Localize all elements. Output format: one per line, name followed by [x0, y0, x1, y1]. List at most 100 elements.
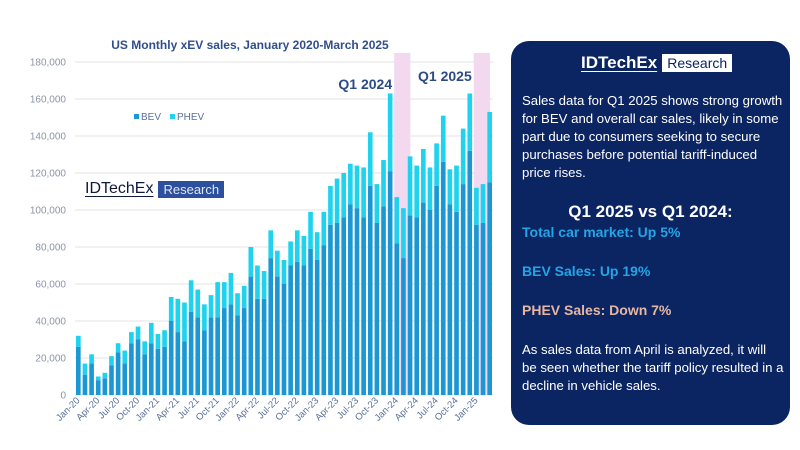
bar-bev: [168, 321, 174, 395]
bar-bev: [202, 330, 207, 395]
bar-phev: [467, 93, 473, 151]
bar-phev: [294, 230, 300, 262]
annotation-label: Q1 2024: [338, 76, 392, 92]
bar-bev: [135, 339, 141, 395]
bar-phev: [102, 372, 108, 379]
comparison-heading: Q1 2025 vs Q1 2024:: [568, 202, 733, 221]
y-tick-label: 140,000: [30, 132, 67, 143]
intro-text: Sales data for Q1 2025 shows strong grow…: [522, 93, 783, 180]
bar-phev: [142, 341, 147, 355]
bar-bev: [215, 317, 220, 395]
bar-phev: [129, 332, 134, 344]
bar-bev: [115, 352, 121, 395]
y-tick-label: 40,000: [35, 317, 66, 328]
bar-bev: [294, 261, 300, 395]
bar-bev: [341, 217, 347, 395]
bar-phev: [328, 185, 333, 225]
bar-bev: [275, 276, 280, 395]
bar-bev: [175, 332, 181, 395]
bar-bev: [195, 317, 201, 395]
annotation-label: Q1 2025: [418, 68, 472, 84]
bar-phev: [334, 178, 340, 223]
bar-bev: [182, 341, 187, 395]
bar-bev: [348, 204, 353, 395]
bar-phev: [82, 363, 88, 375]
bar-bev: [301, 265, 307, 395]
bar-phev: [115, 343, 121, 353]
xev-sales-chart: US Monthly xEV sales, January 2020-March…: [30, 38, 493, 424]
bar-bev: [440, 161, 446, 395]
bar-phev: [148, 322, 154, 344]
total-market-stat: Total car market: Up 5%: [522, 224, 681, 240]
bar-phev: [454, 165, 459, 212]
bar-phev: [394, 197, 400, 244]
bar-phev: [261, 271, 267, 299]
bar-bev: [89, 363, 94, 395]
y-tick-label: 180,000: [30, 58, 67, 69]
bar-phev: [188, 280, 194, 312]
bar-bev: [328, 224, 333, 395]
bar-phev: [155, 333, 161, 349]
bar-bev: [122, 363, 128, 395]
bar-bev: [361, 217, 366, 395]
bar-bev: [427, 210, 433, 395]
bar-bev: [374, 222, 380, 395]
bar-bev: [434, 185, 439, 395]
outro-text: As sales data from April is analyzed, it…: [522, 342, 784, 393]
bar-phev: [175, 298, 181, 333]
bar-phev: [241, 285, 247, 309]
bar-bev: [208, 317, 214, 395]
bar-phev: [195, 289, 201, 318]
bar-phev: [381, 160, 386, 207]
bar-bev: [155, 348, 161, 395]
legend-swatch: [170, 114, 175, 119]
bar-phev: [354, 165, 360, 209]
bar-phev: [255, 265, 260, 299]
bar-phev: [288, 241, 293, 266]
bar-bev: [75, 346, 81, 395]
bar-phev: [474, 187, 479, 225]
y-tick-label: 60,000: [35, 280, 66, 291]
bar-bev: [235, 315, 240, 395]
logo-tag: Research: [158, 180, 225, 198]
bar-bev: [447, 204, 453, 395]
bar-bev: [228, 304, 234, 395]
bar-phev: [321, 211, 327, 246]
y-tick-label: 120,000: [30, 169, 67, 180]
logo-brand: IDTechEx: [85, 180, 154, 197]
chart-title: US Monthly xEV sales, January 2020-March…: [111, 38, 389, 52]
bar-bev: [421, 202, 426, 395]
y-tick-label: 80,000: [35, 243, 66, 254]
bar-phev: [75, 335, 81, 347]
bar-phev: [281, 259, 287, 284]
bar-bev: [221, 308, 227, 395]
bar-phev: [122, 350, 128, 364]
bar-bev: [255, 298, 260, 395]
legend-label: BEV: [141, 112, 161, 123]
bar-phev: [275, 250, 280, 277]
y-tick-label: 160,000: [30, 95, 67, 106]
bar-bev: [162, 346, 167, 395]
bar-phev: [401, 208, 406, 259]
bar-bev: [367, 185, 373, 395]
phev-stat: PHEV Sales: Down 7%: [522, 302, 672, 318]
bar-bev: [248, 276, 254, 395]
bar-bev: [407, 215, 413, 395]
bar-phev: [440, 115, 446, 162]
bar-phev: [348, 163, 353, 205]
bar-bev: [281, 284, 287, 395]
bar-phev: [374, 184, 380, 223]
bar-bev: [467, 150, 473, 395]
bar-phev: [387, 93, 393, 172]
bar-bev: [102, 378, 108, 395]
legend-swatch: [134, 114, 139, 119]
bar-bev: [109, 365, 114, 395]
bar-bev: [460, 184, 466, 395]
bar-bev: [334, 222, 340, 395]
bar-phev: [301, 235, 307, 266]
bar-bev: [314, 259, 320, 395]
bar-bev: [82, 374, 88, 395]
bar-phev: [95, 376, 101, 381]
bar-phev: [447, 169, 453, 205]
bar-bev: [261, 298, 267, 395]
